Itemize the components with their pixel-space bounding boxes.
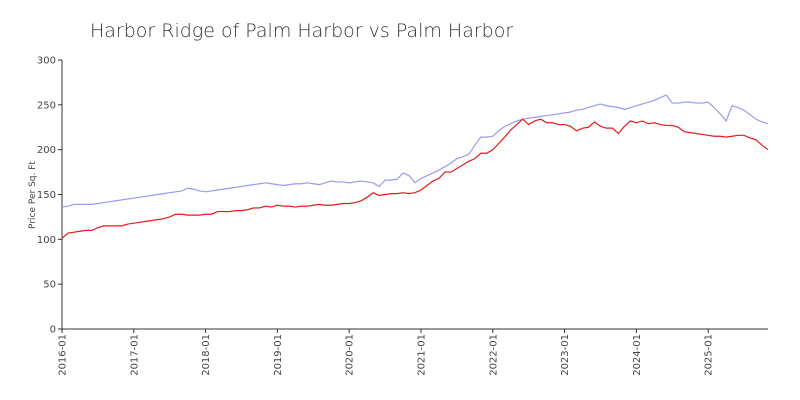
series-line (61, 118, 769, 239)
x-tick-label: 2024-01 (632, 334, 643, 376)
x-tick-label: 2023-01 (560, 334, 571, 376)
y-tick-label: 300 (37, 56, 56, 67)
y-tick-label: 150 (37, 190, 56, 201)
x-tick-label: 2016-01 (58, 334, 69, 376)
x-tick-label: 2017-01 (129, 334, 140, 376)
y-tick-label: 0 (50, 325, 56, 336)
x-tick-label: 2020-01 (345, 334, 356, 376)
x-tick-label: 2022-01 (488, 334, 499, 376)
x-tick-label: 2021-01 (416, 334, 427, 376)
y-tick-label: 50 (43, 280, 56, 291)
y-tick-label: 250 (37, 100, 56, 111)
y-tick-label: 200 (37, 145, 56, 156)
x-tick-label: 2019-01 (273, 334, 284, 376)
y-axis-label: Price Per Sq. Ft (28, 161, 38, 229)
x-tick-label: 2025-01 (704, 334, 715, 376)
chart-title: Harbor Ridge of Palm Harbor vs Palm Harb… (90, 20, 513, 42)
x-tick-label: 2018-01 (201, 334, 212, 376)
y-tick-label: 100 (37, 235, 56, 246)
series-line (61, 94, 769, 208)
